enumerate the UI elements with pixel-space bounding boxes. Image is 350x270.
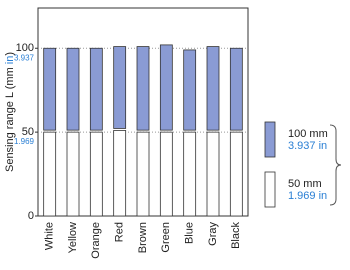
x-tick-label: Red	[114, 222, 126, 242]
y-label-text: Sensing range L (mm in)	[4, 52, 16, 172]
y-tick-label: 100	[16, 42, 34, 54]
bar	[183, 49, 197, 131]
bar	[159, 131, 173, 217]
bar	[229, 131, 243, 217]
bar	[66, 47, 80, 131]
x-tick-label: Yellow	[67, 222, 79, 253]
legend-label: 100 mm	[288, 128, 328, 140]
x-tick-label: Blue	[184, 222, 196, 244]
bar	[136, 46, 150, 131]
x-tick-label: Green	[160, 222, 172, 253]
y-tick-label: 0	[28, 210, 34, 222]
bar	[136, 131, 150, 217]
legend-label: 50 mm	[288, 178, 322, 190]
x-tick-label: Orange	[90, 222, 102, 259]
bar	[113, 46, 127, 129]
y-axis-label: Sensing range L (mm in)	[4, 52, 16, 172]
legend-alt-label: 1.969 in	[288, 190, 327, 202]
bar	[206, 46, 220, 131]
y-tick-alt-label: 1.969	[14, 137, 35, 146]
bar	[43, 131, 57, 217]
bar	[89, 47, 103, 131]
y-tick-alt-label: 3.937	[14, 53, 35, 62]
bar	[66, 131, 80, 217]
y-label-part: in	[4, 56, 16, 65]
bar	[229, 47, 243, 131]
legend-brace	[329, 124, 342, 206]
legend-alt-label: 3.937 in	[288, 140, 327, 152]
y-label-part: Sensing range L (mm	[4, 64, 16, 172]
x-tick-label: White	[44, 222, 56, 250]
x-tick-label: Brown	[137, 222, 149, 253]
legend-swatch	[264, 171, 276, 208]
y-label-part: )	[4, 52, 16, 56]
bar	[206, 131, 220, 217]
bar	[183, 131, 197, 217]
x-tick-label: Black	[230, 222, 242, 249]
legend-swatch	[264, 121, 276, 158]
bar	[43, 47, 57, 131]
bar	[89, 131, 103, 217]
x-tick-label: Gray	[207, 222, 219, 246]
bar	[113, 130, 127, 217]
y-tick-label: 50	[22, 126, 34, 138]
bar	[159, 44, 173, 131]
